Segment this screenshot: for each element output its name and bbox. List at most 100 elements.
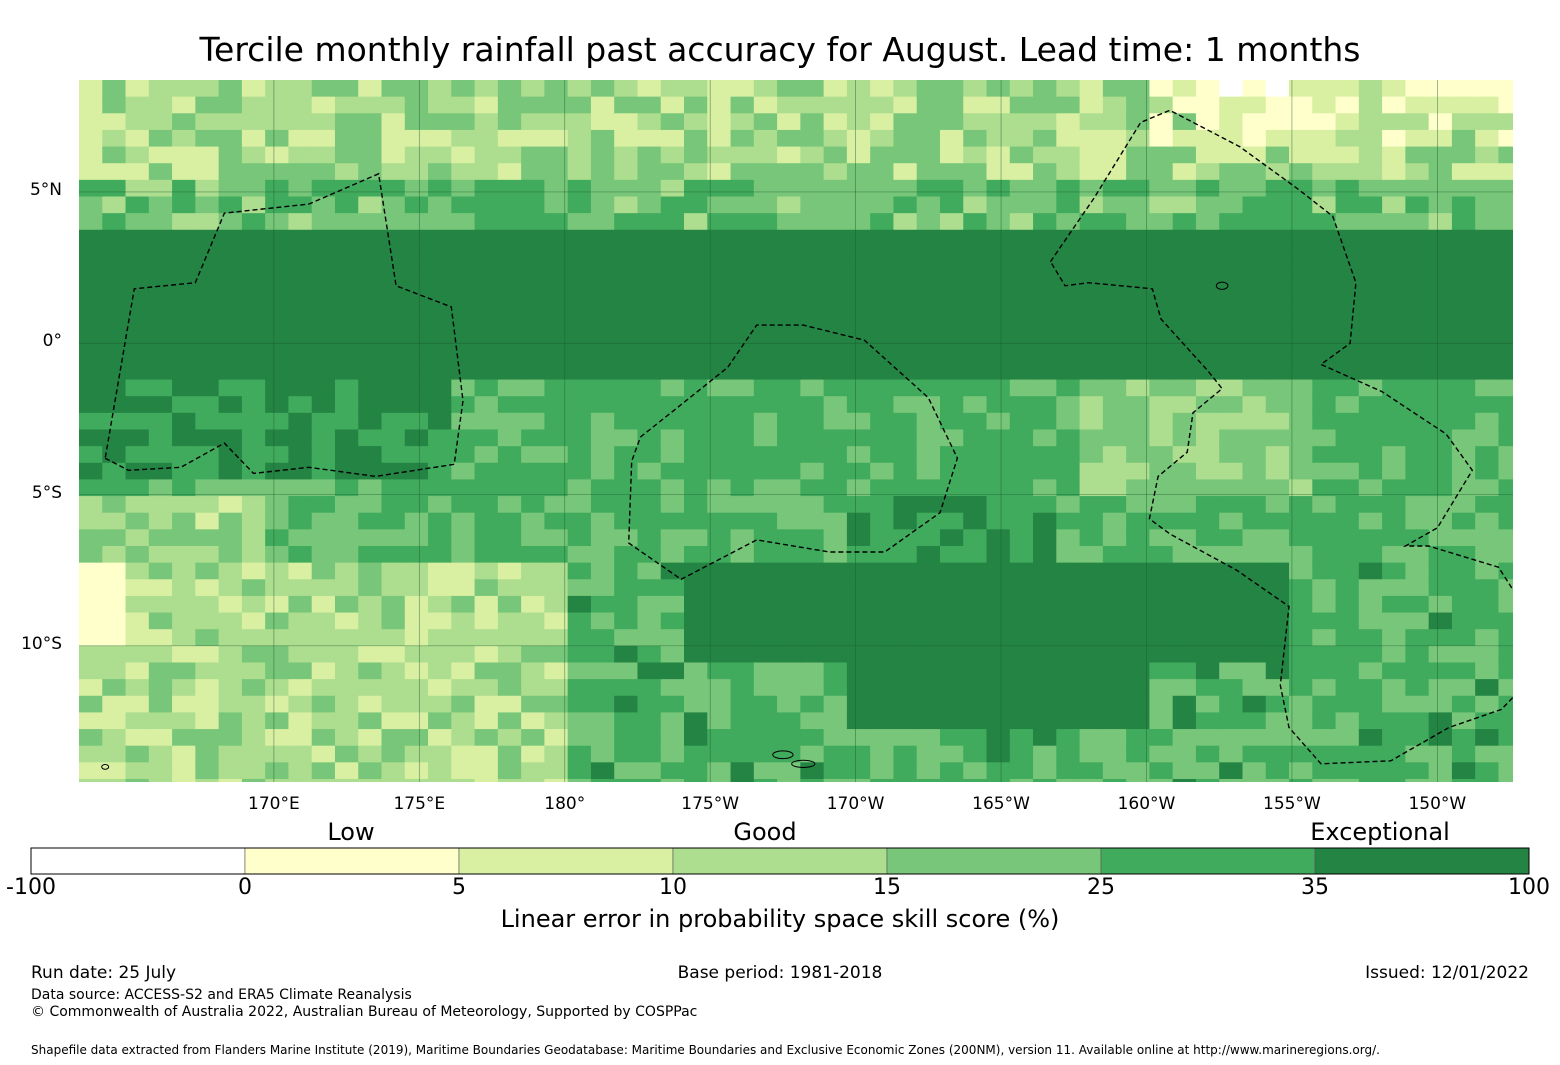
skill-cell — [1033, 396, 1057, 414]
skill-cell — [846, 163, 871, 181]
skill-cell — [1312, 429, 1337, 447]
skill-cell — [1149, 629, 1174, 647]
skill-cell — [521, 379, 545, 397]
skill-cell — [148, 496, 173, 514]
skill-cell — [497, 679, 522, 697]
skill-cell — [1289, 529, 1313, 547]
skill-cell — [893, 329, 918, 347]
skill-cell — [451, 396, 476, 414]
skill-cell — [1475, 479, 1500, 497]
skill-cell — [1498, 246, 1513, 264]
skill-cell — [567, 745, 592, 763]
skill-cell — [1405, 113, 1430, 131]
skill-cell — [1242, 229, 1267, 248]
skill-cell — [1126, 579, 1151, 597]
skill-cell — [893, 695, 918, 713]
skill-cell — [1335, 113, 1360, 131]
skill-cell — [637, 762, 662, 780]
skill-cell — [1219, 146, 1244, 164]
skill-cell — [1126, 662, 1151, 680]
skill-cell — [707, 362, 732, 381]
skill-cell — [358, 163, 383, 181]
skill-cell — [1289, 679, 1313, 697]
skill-cell — [660, 163, 685, 181]
skill-cell — [823, 146, 848, 164]
skill-cell — [1102, 679, 1127, 697]
skill-cell — [986, 562, 1011, 580]
skill-cell — [916, 296, 941, 314]
skill-cell — [777, 645, 801, 664]
skill-cell — [1126, 612, 1151, 630]
skill-cell — [730, 545, 755, 564]
skill-cell — [79, 296, 103, 314]
skill-cell — [544, 496, 569, 514]
skill-cell — [288, 129, 313, 148]
skill-cell — [1219, 679, 1244, 697]
skill-cell — [172, 729, 196, 747]
skill-cell — [1475, 179, 1500, 198]
skill-cell — [125, 396, 150, 414]
skill-cell — [497, 362, 522, 381]
skill-cell — [590, 712, 615, 730]
skill-cell — [1451, 163, 1476, 181]
skill-cell — [614, 679, 639, 697]
skill-cell — [358, 545, 383, 564]
skill-cell — [1498, 279, 1513, 297]
skill-cell — [334, 379, 359, 397]
skill-cell — [358, 778, 383, 782]
skill-cell — [241, 762, 266, 780]
skill-cell — [707, 712, 732, 730]
skill-cell — [334, 496, 359, 514]
skill-cell — [544, 562, 569, 580]
skill-cell — [684, 179, 708, 198]
skill-cell — [1475, 429, 1500, 447]
skill-cell — [172, 396, 196, 414]
skill-cell — [334, 629, 359, 647]
skill-cell — [614, 263, 639, 281]
skill-cell — [730, 329, 755, 347]
skill-cell — [800, 595, 825, 614]
skill-cell — [148, 712, 173, 730]
skill-cell — [334, 229, 359, 248]
skill-cell — [707, 512, 732, 530]
skill-cell — [637, 745, 662, 763]
skill-cell — [963, 679, 988, 697]
skill-cell — [1289, 312, 1313, 331]
skill-cell — [311, 745, 336, 763]
skill-cell — [1126, 179, 1151, 198]
skill-cell — [986, 662, 1011, 680]
skill-cell — [521, 279, 545, 297]
skill-cell — [1475, 695, 1500, 713]
skill-cell — [1056, 462, 1081, 481]
skill-cell — [1195, 246, 1220, 264]
skill-cell — [1451, 446, 1476, 464]
skill-cell — [684, 712, 708, 730]
skill-cell — [684, 329, 708, 347]
skill-cell — [963, 246, 988, 264]
skill-cell — [172, 712, 196, 730]
skill-cell — [1265, 379, 1290, 397]
skill-cell — [846, 529, 871, 547]
copyright: © Commonwealth of Australia 2022, Austra… — [31, 1004, 698, 1020]
skill-cell — [195, 163, 220, 181]
skill-cell — [1149, 645, 1174, 664]
skill-cell — [1079, 346, 1104, 364]
skill-cell — [474, 96, 499, 114]
skill-cell — [567, 562, 592, 580]
skill-cell — [521, 329, 545, 347]
skill-cell — [1102, 263, 1127, 281]
skill-cell — [1172, 529, 1197, 547]
skill-cell — [1428, 645, 1453, 664]
skill-cell — [195, 146, 220, 164]
skill-cell — [590, 80, 615, 98]
skill-cell — [730, 196, 755, 214]
skill-cell — [846, 595, 871, 614]
skill-cell — [1382, 279, 1406, 297]
skill-cell — [986, 229, 1011, 248]
skill-cell — [1312, 545, 1337, 564]
skill-cell — [870, 595, 895, 614]
skill-cell — [637, 778, 662, 782]
skill-cell — [660, 379, 685, 397]
skill-cell — [1335, 645, 1360, 664]
skill-cell — [753, 396, 778, 414]
